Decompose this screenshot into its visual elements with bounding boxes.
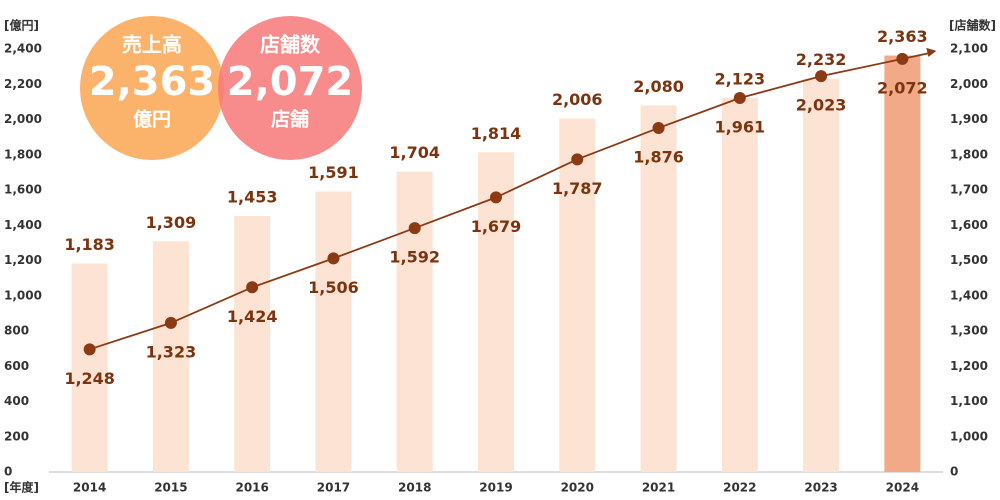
x-tick-label: 2019 [479,481,512,495]
badge-value: 2,072 [227,59,354,105]
line-point [164,316,177,329]
x-tick-label: 2022 [723,481,756,495]
y-tick-label: 600 [4,359,29,373]
bar [71,263,108,472]
y-tick-label: 2,200 [4,77,42,91]
bar [559,118,596,472]
y2-tick-label: 2,000 [950,77,988,91]
y2-tick-label: 1,600 [950,218,988,232]
x-tick-label: 2017 [317,481,350,495]
line-point [571,153,584,166]
bar-value-label: 2,006 [552,90,603,109]
line-value-label: 1,961 [715,117,766,136]
y2-tick-label: 1,100 [950,394,988,408]
bar [884,55,921,473]
y2-tick-label: 1,700 [950,183,988,197]
x-tick-label: 2016 [235,481,268,495]
bar-value-label: 2,123 [715,69,766,88]
line-value-label: 1,787 [552,179,603,198]
bar-value-label: 2,080 [633,77,684,96]
y-axis-label: [億円] [4,18,39,33]
badge-title: 店舗数 [260,33,321,57]
x-tick-label: 2014 [73,481,106,495]
y2-tick-label: 1,500 [950,253,988,267]
bar-value-label: 1,453 [227,187,278,206]
badge-title: 売上高 [122,33,182,57]
bar [396,171,433,473]
y2-tick-label: 2,100 [950,42,988,56]
y-tick-label: 1,600 [4,183,42,197]
line-point [733,91,746,104]
x-tick-label: 2023 [804,481,837,495]
line-value-label: 1,592 [389,248,440,267]
x-tick-label: 2018 [398,481,431,495]
line-point [652,121,665,134]
line-value-label: 1,876 [633,147,684,166]
y2-tick-label: 1,300 [950,324,988,338]
line-point [896,52,909,65]
y2-tick-label: 1,900 [950,112,988,126]
y2-tick-label: 1,400 [950,288,988,302]
badge-circle [218,16,362,160]
x-tick-label: 2015 [154,481,187,495]
x-axis-label: [年度] [4,480,39,495]
line-value-label: 1,323 [146,342,197,361]
y2-tick-label: 1,800 [950,147,988,161]
line-arrow [926,47,937,57]
line-point [490,191,502,204]
y-tick-label: 800 [4,324,29,338]
bar [721,97,758,472]
bar-value-label: 2,363 [877,27,928,46]
line-point [327,252,340,265]
x-tick-label: 2020 [561,481,594,495]
badge-unit: 億円 [133,108,171,131]
bar [315,191,352,472]
y2-axis-label: [店舗数] [949,18,996,33]
bar-value-label: 1,704 [389,143,440,162]
line-value-label: 1,679 [471,217,522,236]
bar-value-label: 1,309 [146,213,197,232]
line-value-label: 1,424 [227,307,278,326]
bar [152,241,189,472]
line-point [246,281,259,294]
line-value-label: 2,072 [877,78,928,97]
y-tick-label: 400 [4,394,29,408]
line-point [815,70,828,83]
y-tick-label: 1,800 [4,147,42,161]
badge-value: 2,363 [89,59,216,105]
line-value-label: 1,248 [64,369,115,388]
y-tick-label: 2,000 [4,112,42,126]
line-value-label: 1,506 [308,278,359,297]
line-point [83,343,96,356]
line-point [408,222,421,235]
y2-tick-label: 1,000 [950,429,988,443]
bar-value-label: 1,814 [471,124,522,143]
y-tick-label: 0 [4,465,12,479]
bar [478,152,514,472]
y-tick-label: 1,000 [4,288,42,302]
y-tick-label: 2,400 [4,42,42,56]
x-tick-label: 2024 [886,481,919,495]
bar-value-label: 2,232 [796,50,847,69]
bar-value-label: 1,183 [64,235,115,254]
line [89,52,931,351]
bar-value-label: 1,591 [308,163,359,182]
bar [803,78,840,473]
badge-unit: 店舗 [271,108,309,131]
bar [234,215,271,472]
y2-tick-label: 1,200 [950,359,988,373]
y-tick-label: 1,200 [4,253,42,267]
x-tick-label: 2021 [642,481,675,495]
badge-circle [80,16,224,160]
y-tick-label: 200 [4,429,29,443]
y2-tick-label: 0 [950,465,958,479]
bar [640,105,677,473]
y-tick-label: 1,400 [4,218,42,232]
line-value-label: 2,023 [796,96,847,115]
